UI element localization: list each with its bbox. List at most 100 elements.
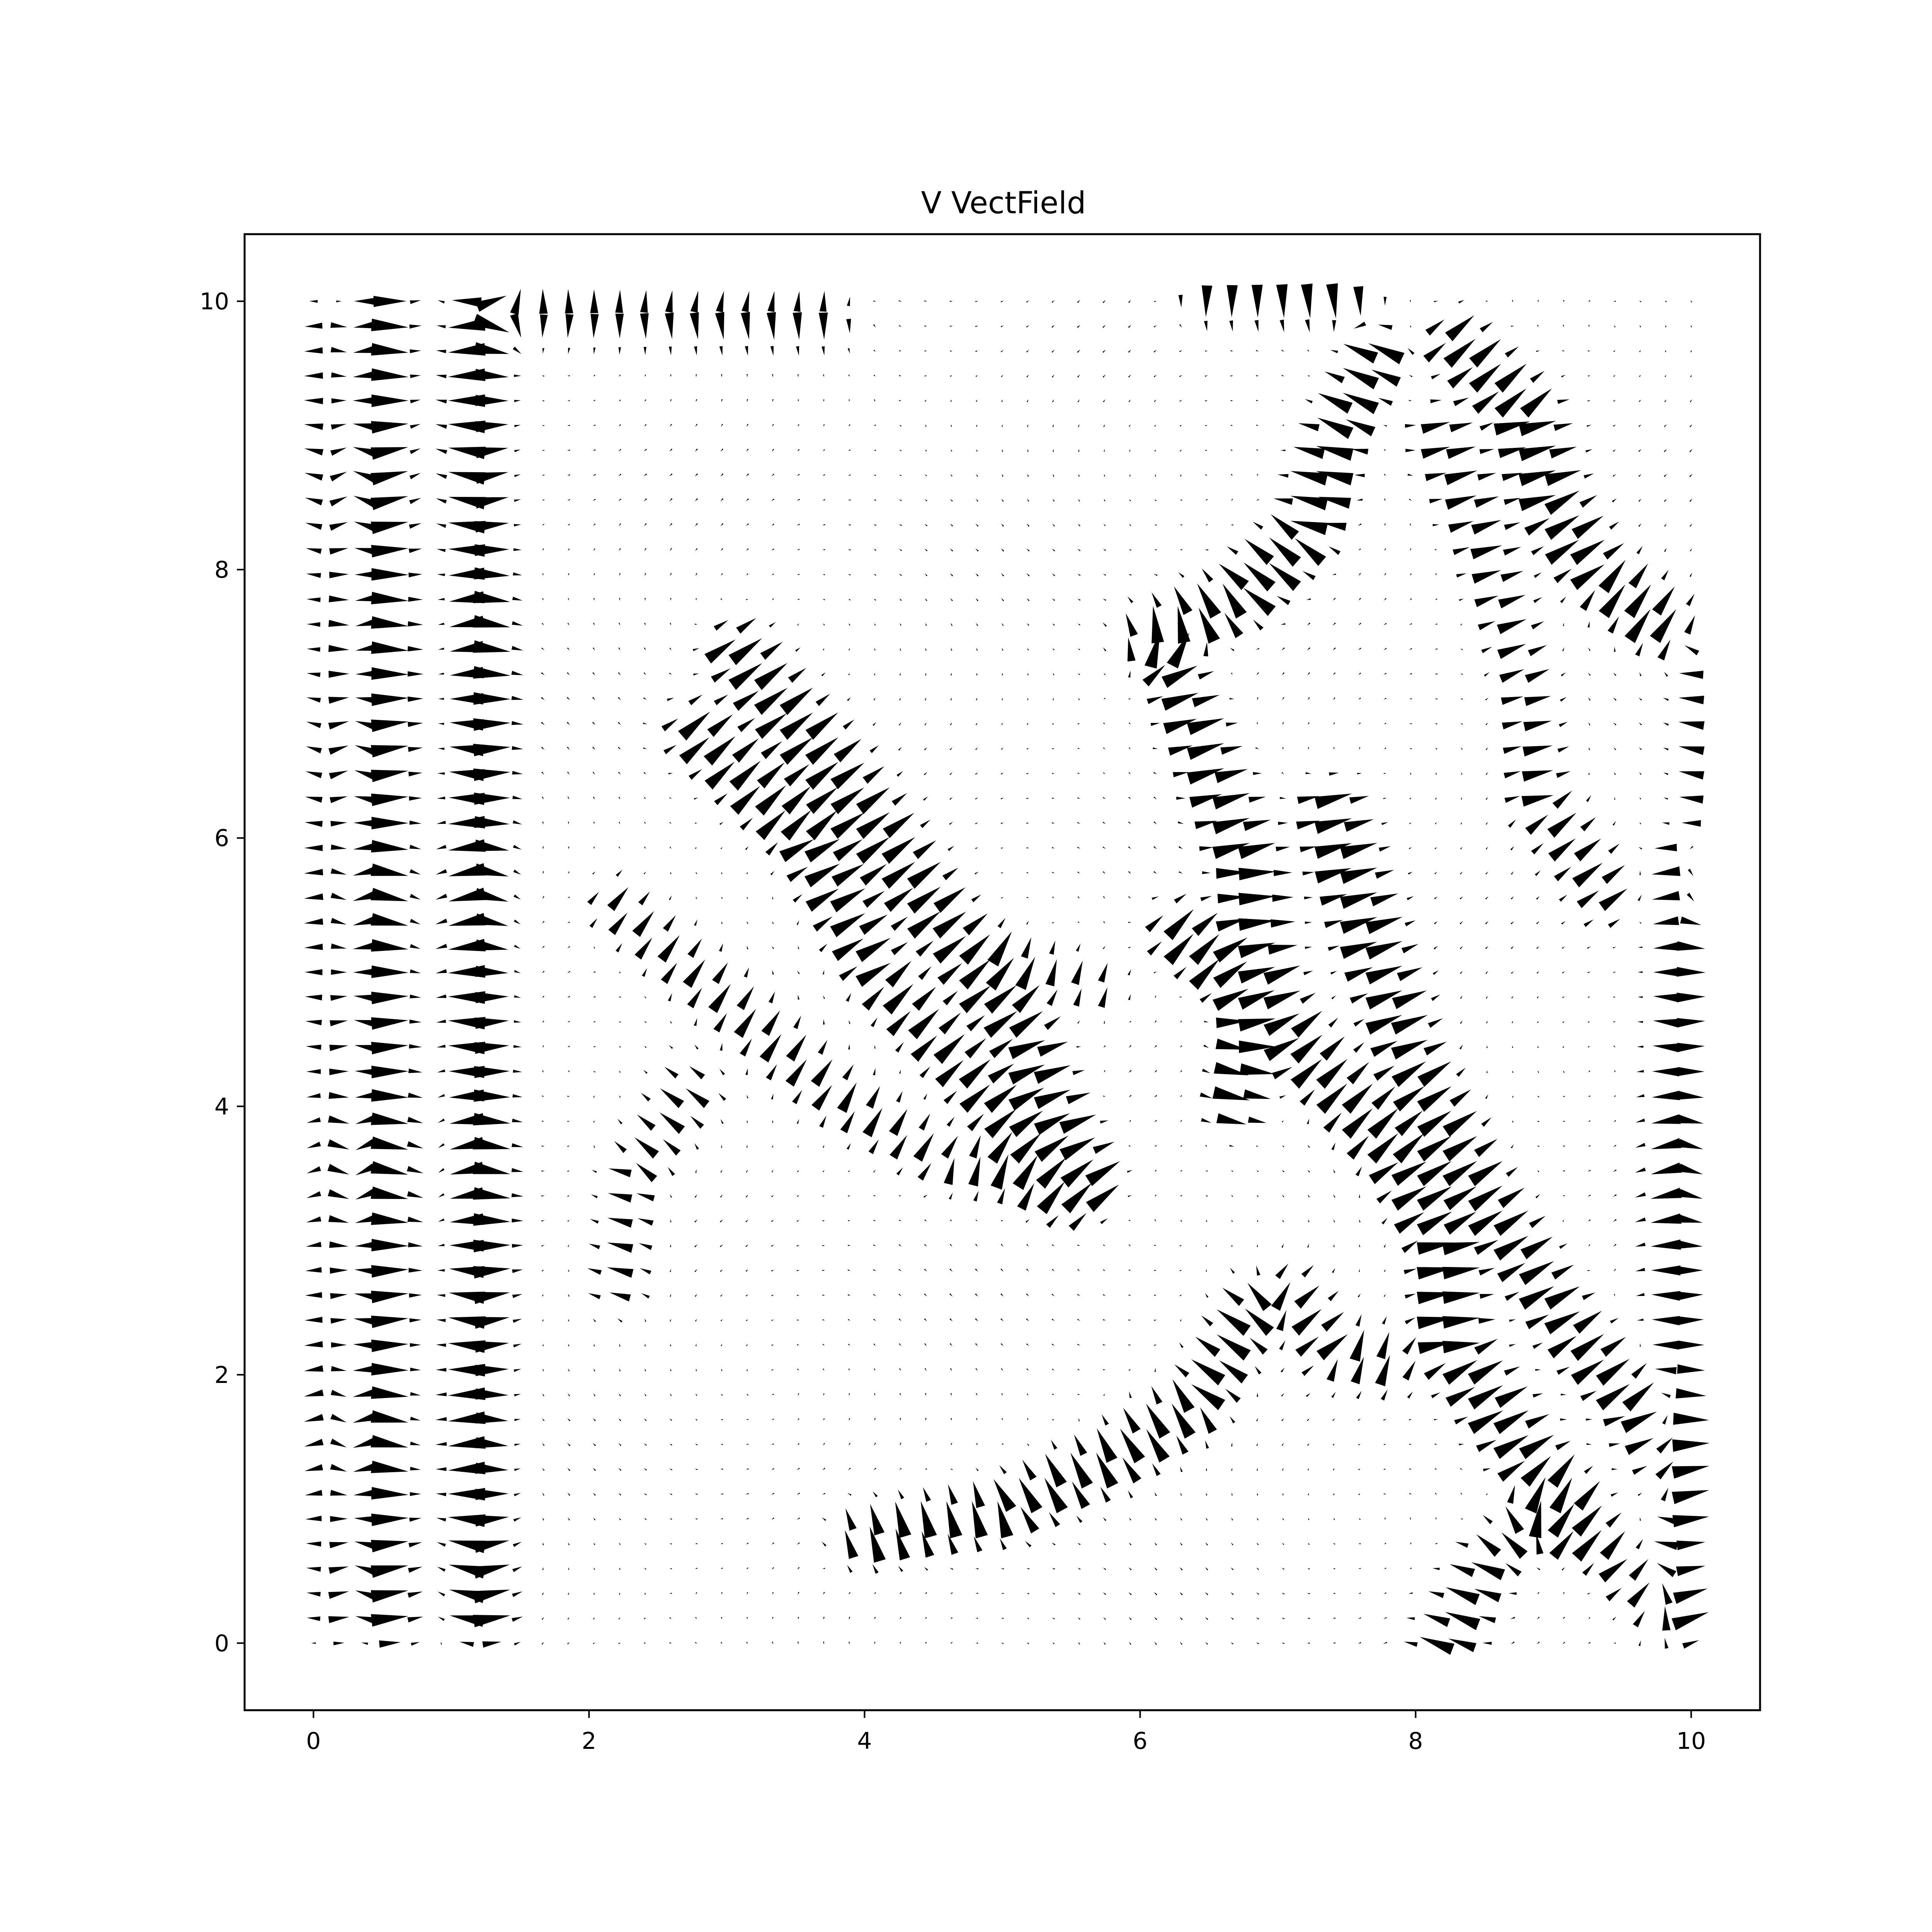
vector-arrow bbox=[840, 1111, 855, 1133]
vector-arrow bbox=[371, 616, 408, 629]
vector-arrow bbox=[975, 548, 979, 552]
vector-arrow bbox=[805, 737, 838, 765]
vector-arrow bbox=[1561, 375, 1566, 378]
vector-arrow bbox=[669, 895, 672, 900]
vector-arrow bbox=[899, 375, 901, 376]
vector-arrow bbox=[1486, 1020, 1488, 1024]
vector-arrow bbox=[1282, 1170, 1285, 1173]
vector-arrow bbox=[1103, 399, 1105, 403]
vector-arrow bbox=[848, 1468, 851, 1471]
vector-arrow bbox=[330, 347, 347, 352]
vector-arrow bbox=[1673, 1588, 1708, 1604]
vector-arrow bbox=[330, 1516, 348, 1522]
vector-arrow bbox=[329, 571, 349, 578]
vector-arrow bbox=[944, 1158, 955, 1185]
vector-arrow bbox=[1205, 499, 1208, 501]
vector-arrow bbox=[1027, 424, 1028, 427]
vector-arrow bbox=[1563, 300, 1565, 303]
vector-arrow bbox=[665, 290, 673, 313]
vector-arrow bbox=[306, 1541, 321, 1547]
vector-arrow bbox=[1128, 846, 1131, 849]
vector-arrow bbox=[542, 1443, 545, 1446]
vector-arrow bbox=[899, 450, 902, 452]
vector-arrow bbox=[618, 1021, 621, 1023]
vector-arrow bbox=[1635, 643, 1643, 656]
vector-arrow bbox=[592, 747, 595, 750]
vector-arrow bbox=[371, 1614, 408, 1627]
vector-arrow bbox=[1077, 772, 1080, 774]
vector-arrow bbox=[1588, 647, 1591, 651]
vector-arrow bbox=[1421, 422, 1450, 434]
vector-arrow bbox=[331, 424, 347, 430]
vector-arrow bbox=[847, 1493, 852, 1496]
vector-arrow bbox=[1077, 1245, 1080, 1246]
vector-arrow bbox=[822, 1568, 825, 1569]
vector-arrow bbox=[1587, 400, 1591, 402]
vector-arrow bbox=[1255, 1366, 1262, 1375]
vector-arrow bbox=[1027, 648, 1029, 651]
vector-arrow bbox=[1206, 1219, 1208, 1222]
vector-arrow bbox=[846, 319, 851, 333]
vector-arrow bbox=[1247, 1282, 1272, 1311]
vector-arrow bbox=[328, 595, 349, 602]
vector-arrow bbox=[1229, 1145, 1235, 1147]
vector-arrow bbox=[305, 1292, 322, 1298]
vector-arrow bbox=[436, 1019, 446, 1023]
vector-arrow bbox=[771, 1418, 774, 1420]
vector-arrow bbox=[1216, 1113, 1247, 1124]
vector-arrow bbox=[512, 1269, 523, 1273]
vector-arrow bbox=[849, 1020, 850, 1024]
vector-arrow bbox=[567, 1617, 570, 1620]
vector-arrow bbox=[746, 473, 749, 477]
vector-arrow bbox=[1329, 772, 1339, 776]
vector-arrow bbox=[1230, 648, 1235, 651]
vector-arrow bbox=[874, 1442, 876, 1446]
vector-arrow bbox=[512, 1294, 523, 1298]
vector-arrow bbox=[1474, 1240, 1498, 1255]
vector-arrow bbox=[728, 638, 762, 665]
vector-arrow bbox=[1358, 573, 1361, 576]
vector-arrow bbox=[669, 449, 673, 452]
vector-arrow bbox=[1449, 1564, 1475, 1577]
vector-arrow bbox=[713, 1013, 727, 1032]
vector-arrow bbox=[1001, 1643, 1004, 1645]
vector-arrow bbox=[634, 937, 653, 960]
vector-arrow bbox=[1500, 571, 1524, 582]
vector-arrow bbox=[1652, 1340, 1679, 1350]
vector-arrow bbox=[746, 871, 748, 874]
vector-arrow bbox=[771, 1094, 774, 1100]
vector-arrow bbox=[720, 473, 724, 477]
vector-arrow bbox=[1290, 520, 1328, 535]
vector-arrow bbox=[1129, 424, 1131, 427]
vector-arrow bbox=[1104, 474, 1105, 477]
vector-arrow bbox=[304, 1389, 324, 1397]
vector-arrow bbox=[949, 1568, 953, 1570]
vector-arrow bbox=[695, 498, 698, 502]
vector-arrow bbox=[896, 771, 903, 777]
vector-arrow bbox=[1678, 1067, 1705, 1076]
vector-arrow bbox=[565, 289, 573, 314]
vector-arrow bbox=[1679, 1240, 1703, 1249]
vector-arrow bbox=[1661, 570, 1669, 580]
vector-arrow bbox=[746, 1468, 749, 1469]
vector-arrow bbox=[1179, 1245, 1182, 1247]
vector-arrow bbox=[566, 722, 570, 725]
vector-arrow bbox=[1405, 424, 1416, 428]
vector-arrow bbox=[1353, 1019, 1365, 1027]
vector-arrow bbox=[1654, 844, 1677, 852]
vector-arrow bbox=[873, 1468, 876, 1471]
vector-arrow bbox=[678, 711, 710, 741]
vector-arrow bbox=[473, 1089, 510, 1102]
vector-arrow bbox=[1442, 1242, 1480, 1255]
vector-arrow bbox=[1677, 993, 1706, 1003]
vector-arrow bbox=[1026, 523, 1030, 527]
vector-arrow bbox=[1656, 1437, 1673, 1454]
vector-arrow bbox=[1001, 897, 1003, 899]
vector-arrow bbox=[1230, 449, 1233, 451]
vector-arrow bbox=[746, 1170, 748, 1173]
vector-arrow bbox=[1358, 598, 1361, 601]
vector-arrow bbox=[593, 424, 596, 426]
vector-arrow bbox=[1256, 1543, 1259, 1545]
vector-arrow bbox=[568, 847, 570, 849]
vector-arrow bbox=[1554, 867, 1571, 881]
